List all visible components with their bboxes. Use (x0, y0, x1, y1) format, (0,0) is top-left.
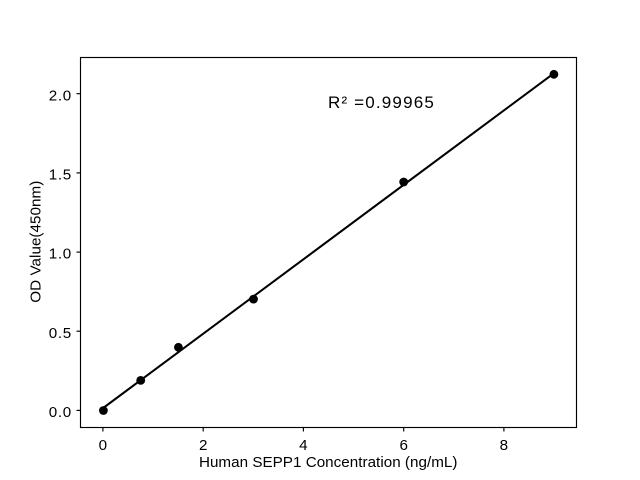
svg-text:1.5: 1.5 (49, 167, 71, 184)
svg-text:0: 0 (99, 437, 107, 454)
svg-text:Human SEPP1 Concentration (ng/: Human SEPP1 Concentration (ng/mL) (199, 454, 458, 471)
svg-text:OD Value(450nm): OD Value(450nm) (28, 181, 45, 303)
svg-text:R² =0.99965: R² =0.99965 (328, 93, 434, 112)
svg-text:2: 2 (199, 437, 207, 454)
svg-text:8: 8 (500, 437, 508, 454)
svg-text:2.0: 2.0 (49, 87, 71, 104)
svg-text:4: 4 (299, 437, 307, 454)
svg-text:0.0: 0.0 (49, 404, 71, 421)
svg-text:0.5: 0.5 (49, 325, 71, 342)
svg-text:1.0: 1.0 (49, 246, 71, 263)
svg-text:6: 6 (399, 437, 407, 454)
